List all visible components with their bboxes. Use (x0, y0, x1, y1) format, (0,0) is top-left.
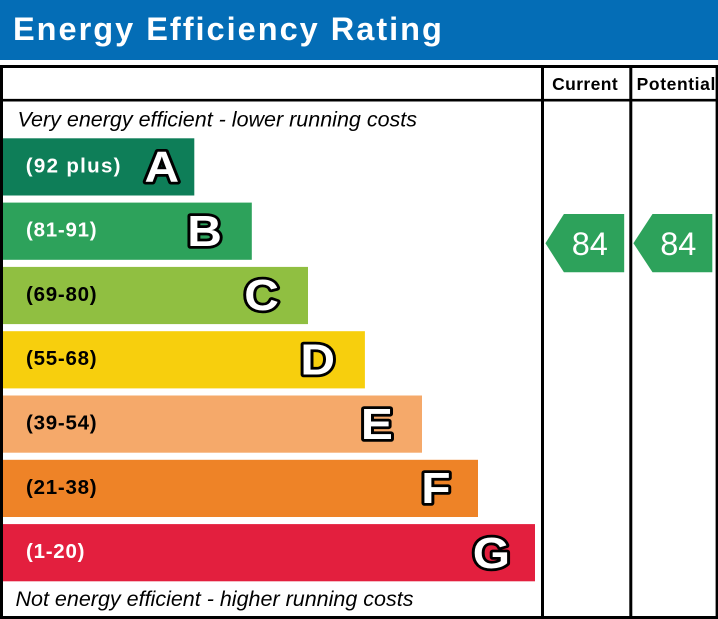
svg-text:B: B (187, 206, 222, 256)
svg-text:(55-68): (55-68) (26, 347, 97, 370)
svg-text:A: A (145, 141, 180, 191)
svg-text:G: G (473, 528, 510, 578)
svg-text:Very energy efficient - lower: Very energy efficient - lower running co… (18, 108, 418, 132)
svg-text:F: F (421, 463, 450, 513)
svg-text:(21-38): (21-38) (26, 476, 97, 499)
svg-text:Current: Current (552, 74, 618, 94)
svg-text:C: C (244, 270, 279, 320)
svg-text:Potential: Potential (637, 74, 716, 94)
svg-text:(39-54): (39-54) (26, 412, 97, 435)
svg-text:(81-91): (81-91) (26, 219, 97, 242)
svg-text:84: 84 (572, 226, 608, 262)
svg-text:E: E (361, 399, 393, 449)
svg-text:(69-80): (69-80) (26, 283, 97, 306)
svg-text:(92 plus): (92 plus) (26, 154, 122, 177)
svg-text:Not energy efficient - higher: Not energy efficient - higher running co… (16, 587, 414, 611)
svg-text:84: 84 (660, 226, 696, 262)
svg-text:(1-20): (1-20) (26, 540, 85, 563)
svg-text:Energy Efficiency Rating: Energy Efficiency Rating (13, 11, 444, 47)
svg-text:D: D (300, 334, 335, 384)
